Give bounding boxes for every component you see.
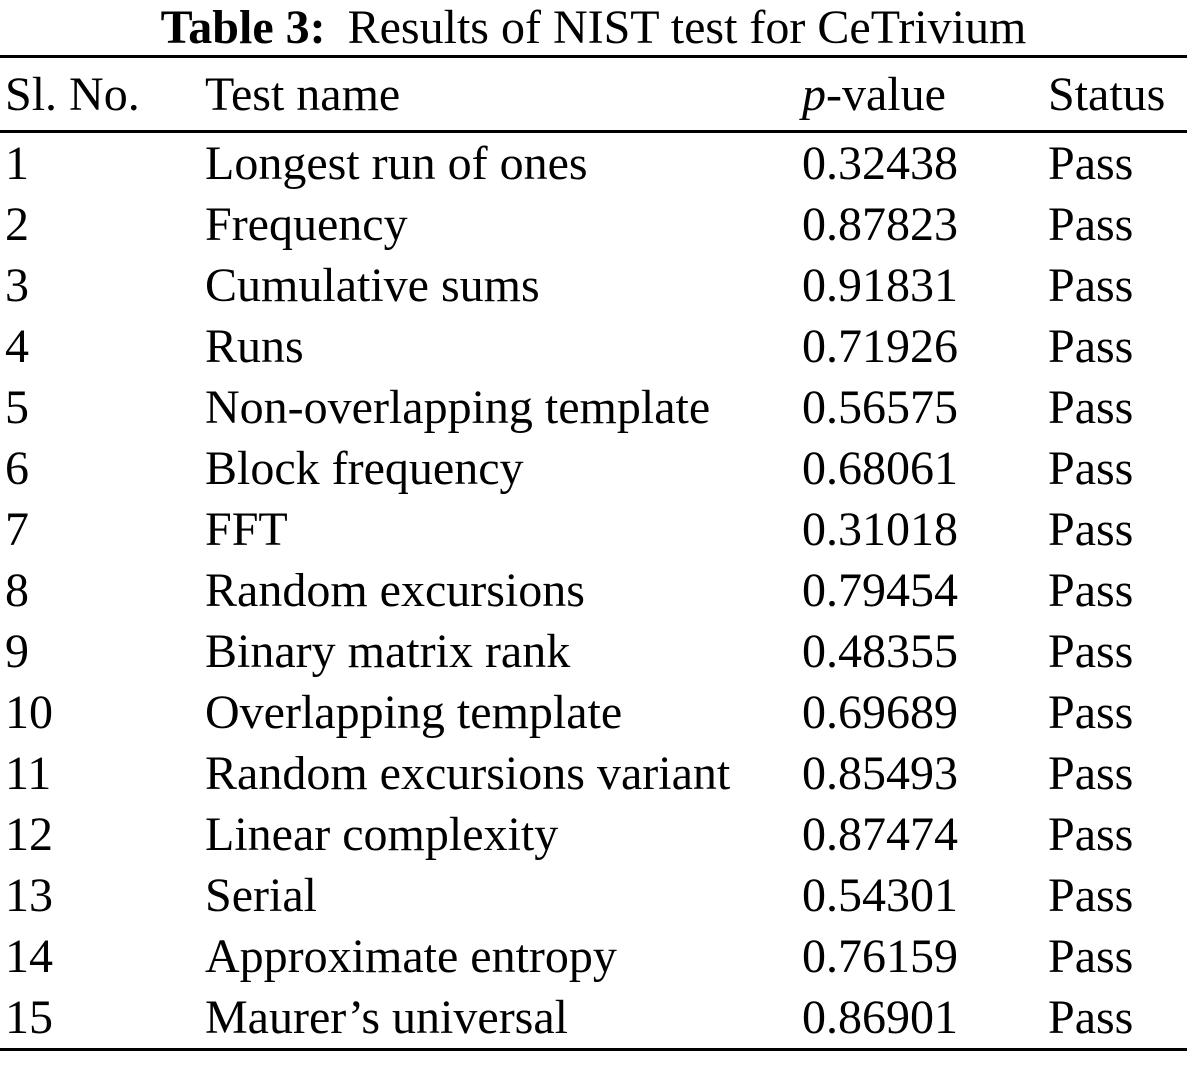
column-header-p-value: p-value [797,56,1043,133]
column-header-test-name: Test name [200,56,797,133]
cell-sl-no: 12 [5,808,53,861]
cell-test-name: Binary matrix rank [205,625,571,678]
cell-status: Pass [1048,625,1134,678]
table-row: 6 Block frequency 0.68061 Pass [0,438,1187,499]
cell-test-name: Non-overlapping template [205,381,711,434]
header-row: Sl. No. Test name p-value Status [0,56,1187,133]
cell-test-name: Overlapping template [205,686,623,739]
table-row: 10 Overlapping template 0.69689 Pass [0,682,1187,743]
cell-sl-no: 4 [5,320,29,373]
table-row: 8 Random excursions 0.79454 Pass [0,560,1187,621]
table-row: 1 Longest run of ones 0.32438 Pass [0,132,1187,195]
cell-status: Pass [1048,137,1134,190]
cell-status: Pass [1048,442,1134,495]
cell-status: Pass [1048,198,1134,251]
table-row: 4 Runs 0.71926 Pass [0,316,1187,377]
cell-test-name: Frequency [205,198,408,251]
cell-test-name: Random excursions variant [205,747,731,800]
cell-sl-no: 1 [5,137,29,190]
cell-sl-no: 10 [5,686,53,739]
column-header-status: Status [1043,56,1187,133]
cell-status: Pass [1048,503,1134,556]
cell-sl-no: 15 [5,991,53,1044]
table-caption-text: Results of NIST test for CeTrivium [347,1,1027,54]
cell-p-value: 0.79454 [802,564,958,617]
table-row: 2 Frequency 0.87823 Pass [0,194,1187,255]
cell-sl-no: 6 [5,442,29,495]
cell-test-name: Linear complexity [205,808,559,861]
cell-p-value: 0.87474 [802,808,958,861]
cell-sl-no: 7 [5,503,29,556]
cell-test-name: Block frequency [205,442,524,495]
cell-p-value: 0.32438 [802,137,958,190]
table-row: 11 Random excursions variant 0.85493 Pas… [0,743,1187,804]
cell-test-name: Cumulative sums [205,259,540,312]
cell-p-value: 0.91831 [802,259,958,312]
cell-p-value: 0.85493 [802,747,958,800]
column-header-sl-no: Sl. No. [0,56,200,133]
cell-sl-no: 8 [5,564,29,617]
cell-p-value: 0.86901 [802,991,958,1044]
cell-sl-no: 13 [5,869,53,922]
cell-test-name: FFT [205,503,288,556]
cell-test-name: Longest run of ones [205,137,588,190]
cell-p-value: 0.71926 [802,320,958,373]
cell-p-value: 0.87823 [802,198,958,251]
table-row: 12 Linear complexity 0.87474 Pass [0,804,1187,865]
cell-sl-no: 2 [5,198,29,251]
cell-status: Pass [1048,747,1134,800]
table-row: 13 Serial 0.54301 Pass [0,865,1187,926]
cell-test-name: Runs [205,320,304,373]
cell-sl-no: 11 [5,747,52,800]
table-row: 14 Approximate entropy 0.76159 Pass [0,926,1187,987]
cell-sl-no: 5 [5,381,29,434]
cell-status: Pass [1048,259,1134,312]
table-row: 15 Maurer’s universal 0.86901 Pass [0,987,1187,1050]
cell-sl-no: 3 [5,259,29,312]
cell-status: Pass [1048,808,1134,861]
table-row: 9 Binary matrix rank 0.48355 Pass [0,621,1187,682]
cell-status: Pass [1048,991,1134,1044]
cell-status: Pass [1048,930,1134,983]
cell-status: Pass [1048,564,1134,617]
cell-p-value: 0.76159 [802,930,958,983]
cell-p-value: 0.69689 [802,686,958,739]
cell-test-name: Random excursions [205,564,585,617]
cell-p-value: 0.48355 [802,625,958,678]
table-caption: Table 3: Results of NIST test for CeTrivi… [0,0,1187,55]
table-row: 5 Non-overlapping template 0.56575 Pass [0,377,1187,438]
cell-p-value: 0.31018 [802,503,958,556]
cell-status: Pass [1048,686,1134,739]
cell-p-value: 0.56575 [802,381,958,434]
cell-p-value: 0.68061 [802,442,958,495]
cell-status: Pass [1048,320,1134,373]
cell-test-name: Maurer’s universal [205,991,568,1044]
cell-sl-no: 9 [5,625,29,678]
p-value-rest: -value [826,67,946,121]
cell-status: Pass [1048,869,1134,922]
table-caption-label: Table 3: [160,1,326,54]
p-value-italic-p: p [802,67,826,121]
table-row: 7 FFT 0.31018 Pass [0,499,1187,560]
cell-test-name: Approximate entropy [205,930,617,983]
cell-status: Pass [1048,381,1134,434]
cell-p-value: 0.54301 [802,869,958,922]
table-row: 3 Cumulative sums 0.91831 Pass [0,255,1187,316]
cell-test-name: Serial [205,869,317,922]
cell-sl-no: 14 [5,930,53,983]
nist-results-table: Sl. No. Test name p-value Status 1 Longe… [0,55,1187,1051]
